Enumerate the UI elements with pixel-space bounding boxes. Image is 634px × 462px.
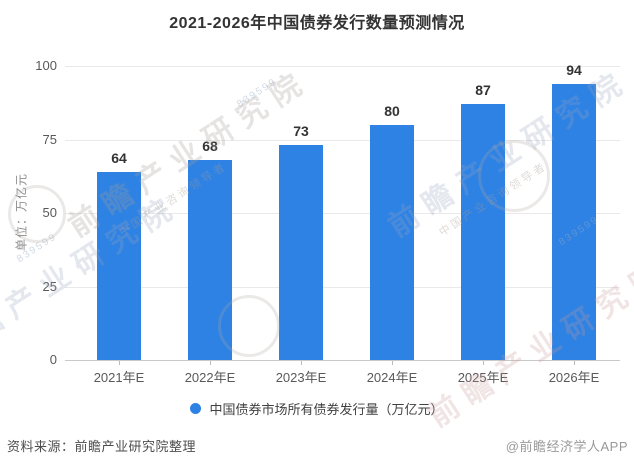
x-axis-tick-mark <box>574 361 575 365</box>
gridline <box>65 286 620 288</box>
y-axis-tick-label: 100 <box>35 58 57 73</box>
y-axis-tick-label: 25 <box>42 278 57 294</box>
x-axis-tick-mark <box>119 361 120 365</box>
bar-value-label: 73 <box>293 123 309 139</box>
bar <box>552 84 596 360</box>
chart-title: 2021-2026年中国债券发行数量预测情况 <box>169 15 465 32</box>
x-axis-label: 2021年E <box>93 370 145 385</box>
y-axis-tick-label: 0 <box>49 352 57 367</box>
bar <box>97 172 141 360</box>
gridline <box>65 213 620 214</box>
gridline <box>65 139 620 141</box>
legend-label: 中国债券市场所有债券发行量（万亿元） <box>209 402 444 417</box>
bar-value-label: 87 <box>475 82 491 98</box>
x-axis-tick-mark <box>483 361 484 365</box>
y-axis-tick-label: 75 <box>42 131 57 147</box>
bar <box>461 104 505 360</box>
bar <box>279 145 323 360</box>
x-axis-label: 2024年E <box>366 370 418 385</box>
x-axis-tick-mark <box>301 361 302 365</box>
x-axis-tick-mark <box>392 361 393 365</box>
x-axis-label: 2025年E <box>457 370 509 385</box>
bar-value-label: 94 <box>566 62 582 78</box>
bar <box>370 125 414 360</box>
bar-value-label: 64 <box>111 150 127 166</box>
x-axis-label: 2023年E <box>275 370 327 385</box>
source-note: 资料来源：前瞻产业研究院整理 <box>7 439 197 454</box>
bar-value-label: 80 <box>384 103 400 119</box>
bar-value-label: 68 <box>202 138 218 154</box>
x-axis-line <box>65 360 620 361</box>
x-axis-tick-mark <box>210 361 211 365</box>
x-axis-label: 2022年E <box>184 370 236 385</box>
legend-marker-icon <box>190 403 202 414</box>
y-axis-tick-label: 50 <box>42 205 57 220</box>
gridline <box>65 66 620 67</box>
credit-note: @前瞻经济学人APP <box>505 439 628 454</box>
legend: 中国债券市场所有债券发行量（万亿元） <box>0 399 634 418</box>
bar <box>188 160 232 360</box>
x-axis-label: 2026年E <box>548 370 600 385</box>
